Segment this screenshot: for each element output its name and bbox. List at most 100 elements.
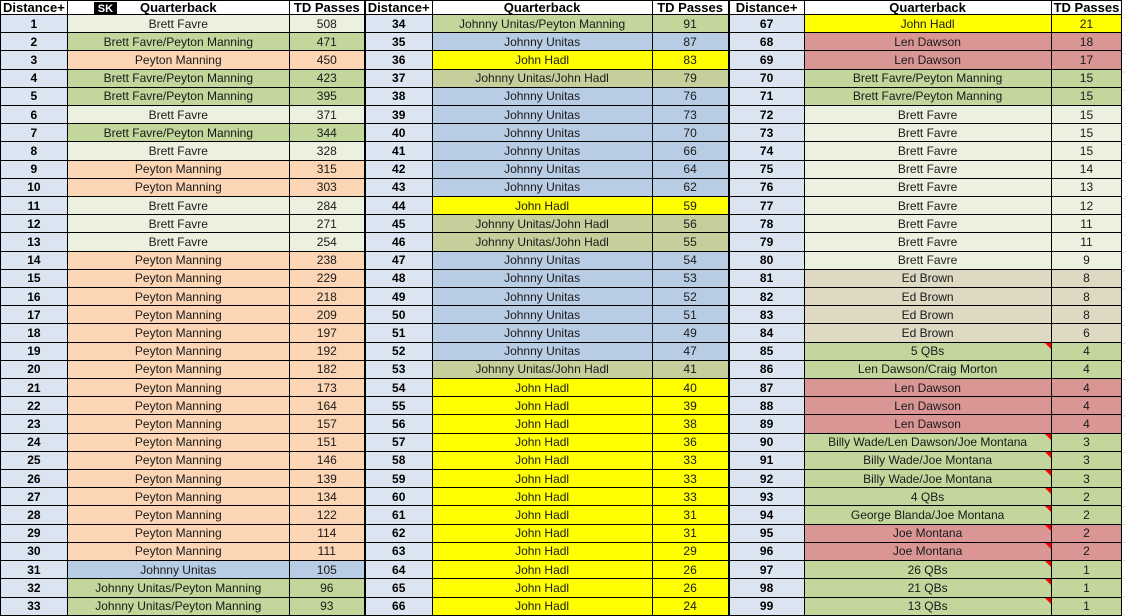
distance-cell[interactable]: 89	[728, 414, 805, 434]
distance-cell[interactable]: 88	[728, 396, 805, 416]
distance-cell[interactable]: 1	[0, 13, 68, 34]
distance-cell[interactable]: 29	[0, 523, 68, 543]
quarterback-cell[interactable]: Brett Favre	[803, 196, 1052, 216]
td-passes-cell[interactable]: 8	[1050, 305, 1123, 325]
quarterback-cell[interactable]: Joe Montana	[803, 541, 1052, 562]
td-passes-cell[interactable]: 164	[288, 396, 365, 416]
quarterback-cell[interactable]: Len Dawson	[803, 378, 1052, 398]
td-passes-cell[interactable]: 114	[288, 523, 365, 543]
distance-cell[interactable]: 46	[364, 232, 433, 252]
distance-cell[interactable]: 44	[364, 196, 433, 216]
quarterback-cell[interactable]: Peyton Manning	[66, 541, 290, 562]
td-passes-cell[interactable]: 15	[1050, 123, 1123, 143]
quarterback-cell[interactable]: Johnny Unitas	[431, 141, 653, 161]
distance-cell[interactable]: 5	[0, 86, 68, 107]
distance-cell[interactable]: 80	[728, 250, 805, 270]
distance-cell[interactable]: 14	[0, 250, 68, 270]
quarterback-cell[interactable]: John Hadl	[431, 541, 653, 562]
distance-cell[interactable]: 66	[364, 596, 433, 616]
distance-column-header[interactable]: Distance+	[364, 0, 433, 15]
distance-cell[interactable]: 4	[0, 68, 68, 88]
distance-cell[interactable]: 6	[0, 105, 68, 125]
distance-cell[interactable]: 99	[728, 596, 805, 616]
distance-cell[interactable]: 38	[364, 86, 433, 107]
distance-cell[interactable]: 84	[728, 323, 805, 343]
quarterback-cell[interactable]: Brett Favre	[66, 214, 290, 234]
distance-cell[interactable]: 67	[728, 13, 805, 34]
quarterback-cell[interactable]: Brett Favre/Peyton Manning	[66, 86, 290, 107]
td-passes-cell[interactable]: 33	[651, 450, 729, 471]
td-passes-cell[interactable]: 39	[651, 396, 729, 416]
quarterback-cell[interactable]: 13 QBs	[803, 596, 1052, 616]
distance-cell[interactable]: 64	[364, 560, 433, 580]
quarterback-cell[interactable]: Billy Wade/Joe Montana	[803, 450, 1052, 471]
distance-cell[interactable]: 63	[364, 541, 433, 562]
quarterback-cell[interactable]: Brett Favre	[66, 141, 290, 161]
quarterback-cell[interactable]: John Hadl	[431, 505, 653, 525]
td-passes-cell[interactable]: 17	[1050, 50, 1123, 70]
td-passes-cell[interactable]: 3	[1050, 450, 1123, 471]
distance-column-header[interactable]: Distance+	[728, 0, 805, 15]
td-passes-cell[interactable]: 47	[651, 341, 729, 361]
distance-cell[interactable]: 10	[0, 177, 68, 198]
td-passes-cell[interactable]: 79	[651, 68, 729, 88]
td-passes-cell[interactable]: 284	[288, 196, 365, 216]
quarterback-cell[interactable]: Len Dawson	[803, 396, 1052, 416]
quarterback-cell[interactable]: John Hadl	[431, 396, 653, 416]
td-passes-cell[interactable]: 9	[1050, 250, 1123, 270]
distance-cell[interactable]: 94	[728, 505, 805, 525]
td-passes-cell[interactable]: 4	[1050, 396, 1123, 416]
td-passes-cell[interactable]: 271	[288, 214, 365, 234]
td-passes-cell[interactable]: 18	[1050, 32, 1123, 52]
td-passes-cell[interactable]: 3	[1050, 469, 1123, 489]
distance-cell[interactable]: 65	[364, 578, 433, 598]
quarterback-cell[interactable]: Johnny Unitas	[431, 177, 653, 198]
distance-cell[interactable]: 52	[364, 341, 433, 361]
distance-cell[interactable]: 19	[0, 341, 68, 361]
td-passes-cell[interactable]: 91	[651, 13, 729, 34]
td-passes-cell[interactable]: 66	[651, 141, 729, 161]
quarterback-cell[interactable]: Brett Favre/Peyton Manning	[66, 123, 290, 143]
td-passes-cell[interactable]: 36	[651, 432, 729, 452]
distance-cell[interactable]: 20	[0, 359, 68, 380]
td-passes-cell[interactable]: 182	[288, 359, 365, 380]
distance-cell[interactable]: 54	[364, 378, 433, 398]
td-passes-cell[interactable]: 111	[288, 541, 365, 562]
distance-column-header[interactable]: Distance+	[0, 0, 68, 15]
quarterback-cell[interactable]: Johnny Unitas	[431, 105, 653, 125]
quarterback-cell[interactable]: Joe Montana	[803, 523, 1052, 543]
quarterback-cell[interactable]: Brett Favre	[803, 123, 1052, 143]
distance-cell[interactable]: 96	[728, 541, 805, 562]
td-passes-cell[interactable]: 4	[1050, 341, 1123, 361]
quarterback-cell[interactable]: Brett Favre	[803, 159, 1052, 179]
quarterback-cell[interactable]: John Hadl	[803, 13, 1052, 34]
quarterback-cell[interactable]: Peyton Manning	[66, 450, 290, 471]
td-passes-cell[interactable]: 344	[288, 123, 365, 143]
quarterback-cell[interactable]: Peyton Manning	[66, 378, 290, 398]
quarterback-cell[interactable]: John Hadl	[431, 487, 653, 507]
td-passes-cell[interactable]: 64	[651, 159, 729, 179]
distance-cell[interactable]: 61	[364, 505, 433, 525]
distance-cell[interactable]: 34	[364, 13, 433, 34]
distance-cell[interactable]: 76	[728, 177, 805, 198]
td-passes-cell[interactable]: 238	[288, 250, 365, 270]
td-passes-cell[interactable]: 11	[1050, 214, 1123, 234]
quarterback-cell[interactable]: Brett Favre	[66, 13, 290, 34]
td-passes-cell[interactable]: 303	[288, 177, 365, 198]
quarterback-cell[interactable]: Johnny Unitas	[431, 287, 653, 307]
td-passes-cell[interactable]: 192	[288, 341, 365, 361]
quarterback-cell[interactable]: Brett Favre/Peyton Manning	[66, 68, 290, 88]
distance-cell[interactable]: 77	[728, 196, 805, 216]
quarterback-cell[interactable]: Peyton Manning	[66, 177, 290, 198]
distance-cell[interactable]: 24	[0, 432, 68, 452]
td-passes-cell[interactable]: 4	[1050, 359, 1123, 380]
distance-cell[interactable]: 87	[728, 378, 805, 398]
quarterback-cell[interactable]: Johnny Unitas/John Hadl	[431, 68, 653, 88]
quarterback-cell[interactable]: Peyton Manning	[66, 487, 290, 507]
distance-cell[interactable]: 11	[0, 196, 68, 216]
td-passes-cell[interactable]: 450	[288, 50, 365, 70]
distance-cell[interactable]: 28	[0, 505, 68, 525]
distance-cell[interactable]: 86	[728, 359, 805, 380]
distance-cell[interactable]: 30	[0, 541, 68, 562]
quarterback-cell[interactable]: Johnny Unitas	[431, 341, 653, 361]
